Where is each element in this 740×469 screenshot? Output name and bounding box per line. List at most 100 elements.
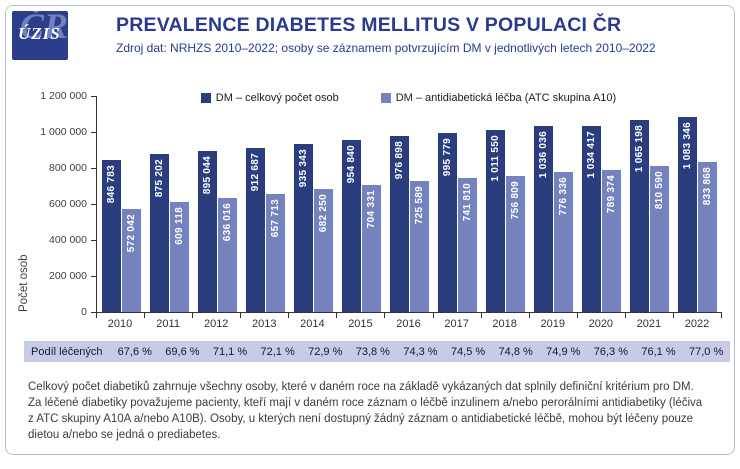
x-tick-label-2013: 2013	[252, 318, 277, 330]
legend-swatch-icon	[200, 93, 211, 103]
y-tick-mark	[91, 312, 96, 313]
bar-group-2014: 935 343 682 250	[289, 96, 337, 312]
total-bar-2010: 846 783	[101, 159, 121, 312]
x-tick-label-2015: 2015	[348, 318, 373, 330]
bar-value-label: 954 840	[345, 145, 357, 184]
bar-value-label-wrap: 682 250	[314, 194, 333, 232]
treated-bar-2016: 725 589	[410, 181, 429, 312]
bar-value-label: 682 250	[317, 194, 329, 233]
bar-value-label-wrap: 976 898	[390, 141, 409, 179]
bar-value-label: 704 331	[365, 190, 377, 229]
treated-bar-2013: 657 713	[265, 193, 285, 312]
legend-item-treated: DM – antidiabetická léčba (ATC skupina A…	[380, 92, 616, 104]
bar-group-2012: 895 044 636 016	[193, 96, 241, 312]
x-tick-mark	[576, 313, 578, 318]
bar-value-label: 846 783	[105, 164, 117, 203]
x-tick-mark	[192, 313, 194, 318]
treated-bar-2011: 609 118	[169, 202, 189, 312]
bar-value-label-wrap: 609 118	[170, 207, 189, 245]
x-tick-label-2018: 2018	[492, 318, 517, 330]
y-tick-mark	[91, 131, 96, 133]
total-bar-2014: 935 343	[293, 143, 313, 312]
bar-value-label: 725 589	[414, 186, 425, 225]
total-bar-2015: 954 840	[341, 140, 361, 312]
bar-value-label-wrap: 756 809	[506, 181, 525, 219]
bar-value-label: 609 118	[173, 207, 185, 246]
x-tick-label-2022: 2022	[684, 318, 710, 330]
bar-value-label: 741 810	[462, 183, 474, 222]
bar-group-2018: 1 011 550 756 809	[482, 96, 530, 312]
bar-value-label-wrap: 995 779	[438, 138, 457, 176]
bar-group-2015: 954 840 704 331	[337, 96, 385, 312]
page-title: PREVALENCE DIABETES MELLITUS V POPULACI …	[116, 14, 622, 36]
treated-bar-2019: 776 336	[554, 172, 574, 312]
bar-value-label: 976 898	[394, 141, 405, 180]
x-tick-label-2017: 2017	[444, 318, 469, 330]
bar-group-2011: 875 202 609 118	[145, 96, 193, 312]
y-tick-label: 200 000	[49, 270, 87, 282]
bar-value-label-wrap: 1 011 550	[486, 135, 505, 182]
y-tick-mark	[91, 239, 96, 241]
bar-value-label: 1 034 417	[586, 130, 598, 178]
page-subtitle: Zdroj dat: NRHZS 2010–2022; osoby se záz…	[116, 41, 656, 55]
treated-share-value: 72,9 %	[308, 345, 343, 358]
bar-value-label: 895 044	[201, 155, 213, 195]
x-tick-label-2014: 2014	[300, 318, 325, 330]
bar-value-label-wrap: 895 044	[198, 156, 217, 194]
x-tick-mark	[96, 313, 97, 318]
report-card: ČR ÚZIS PREVALENCE DIABETES MELLITUS V P…	[5, 5, 735, 455]
x-tick-mark	[288, 313, 290, 318]
bar-value-label: 912 687	[249, 152, 261, 191]
bar-groups: 846 783 572 042 875 202 609 118 895 044 636 0…	[97, 96, 722, 312]
treated-share-value: 74,3 %	[403, 345, 438, 358]
x-tick-mark	[672, 313, 674, 318]
treated-bar-2022: 833 868	[698, 161, 718, 312]
footnote-text: Celkový počet diabetiků zahrnuje všechny…	[28, 381, 703, 442]
x-tick-label-2020: 2020	[588, 318, 614, 330]
bar-value-label: 995 779	[442, 137, 454, 177]
bar-value-label: 657 713	[269, 198, 281, 237]
y-tick-label: 0	[81, 306, 87, 318]
total-bar-2019: 1 036 036	[534, 125, 554, 312]
treated-bar-2018: 756 809	[506, 175, 526, 312]
bar-value-label: 776 336	[558, 177, 570, 216]
total-bar-2022: 1 083 346	[678, 117, 698, 312]
bar-group-2017: 995 779 741 810	[434, 96, 482, 312]
treated-share-value: 69,6 %	[165, 345, 200, 358]
x-tick-label-2019: 2019	[540, 318, 565, 330]
plot-area: 0 200 000 400 000 600 000 800 000 1 000 000 1 …	[40, 90, 722, 318]
x-axis-labels: 2010 2011 2012 2013 2014 2015 2016 2017 2018 2019…	[96, 318, 721, 330]
treated-share-value: 74,8 %	[498, 345, 533, 358]
bar-value-label: 935 343	[297, 148, 309, 187]
legend-swatch-icon	[380, 93, 391, 103]
bar-value-label-wrap: 636 016	[218, 203, 237, 241]
bar-value-label-wrap: 1 034 417	[582, 131, 601, 178]
treated-share-value: 76,3 %	[593, 345, 629, 358]
bar-value-label-wrap: 725 589	[410, 186, 429, 224]
bar-value-label-wrap: 657 713	[266, 199, 285, 237]
bar-value-label: 1 011 550	[490, 134, 502, 182]
bar-value-label-wrap: 954 840	[342, 145, 361, 183]
x-tick-label-2011: 2011	[156, 318, 180, 330]
x-tick-mark	[528, 313, 530, 318]
y-tick-label: 1 200 000	[40, 90, 87, 102]
total-bar-2021: 1 065 198	[630, 120, 650, 312]
bar-value-label-wrap: 741 810	[458, 183, 477, 221]
bar-value-label: 572 042	[125, 214, 137, 253]
x-tick-mark	[721, 313, 722, 318]
bar-group-2022: 1 083 346 833 868	[674, 96, 722, 312]
treated-share-row: Podíl léčených 67,6 % 69,6 % 71,1 % 72,1 % 7…	[24, 341, 730, 362]
x-tick-mark	[624, 313, 626, 318]
bar-value-label: 636 016	[221, 202, 233, 241]
treated-bar-2017: 741 810	[458, 178, 478, 312]
x-tick-mark	[384, 313, 386, 318]
bar-group-2010: 846 783 572 042	[97, 96, 145, 312]
bar-value-label-wrap: 912 687	[246, 153, 265, 191]
bar-value-label-wrap: 935 343	[294, 149, 313, 187]
bar-value-label: 756 809	[510, 180, 522, 220]
bar-value-label: 875 202	[153, 159, 165, 198]
y-tick-mark	[91, 167, 96, 169]
total-bar-2012: 895 044	[197, 150, 217, 312]
bar-value-label-wrap: 810 590	[650, 171, 669, 209]
